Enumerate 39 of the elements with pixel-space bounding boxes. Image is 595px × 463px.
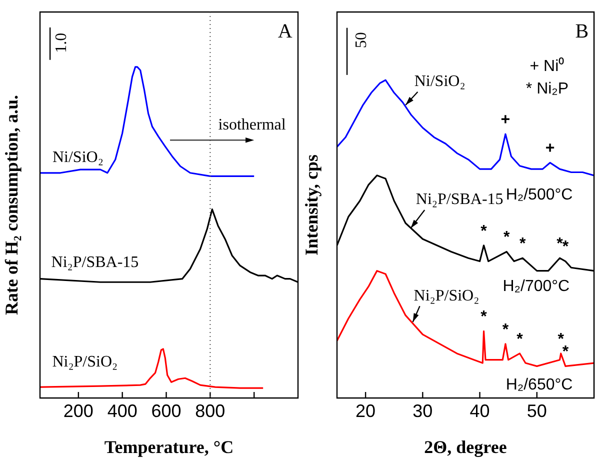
annotation: H₂/500°C [506,186,573,204]
text: 50 [353,32,370,48]
x-tick-label: 800 [195,400,226,421]
annotation: * [556,236,564,253]
annotation: isothermal [218,116,286,134]
x-axis-title: Temperature, °C [104,436,234,457]
annotation: * [562,238,570,256]
y-axis-title: Rate of H₂ consumption, a.u. [1,95,22,315]
annotation: * [516,330,524,348]
series-label: Ni/SiO₂ [52,149,104,166]
annotation: * [504,229,511,246]
x-tick-label: 400 [107,400,138,421]
x-tick-label: 40 [470,400,490,421]
annotation: H₂/650°C [506,376,573,394]
chart-title: B [575,20,589,42]
annotation: * [480,308,488,326]
series-label: Ni/SiO₂ [414,73,466,90]
x-tick-label: 200 [63,400,94,421]
annotation: * Ni₂P [526,80,569,98]
x-tick-label: 30 [412,400,433,421]
y-axis-title: Intensity, cps [301,154,322,256]
x-tick-label: 50 [526,400,547,421]
annotation: + [500,112,510,128]
x-tick-label: 20 [356,400,376,421]
text: + Ni⁰ [530,57,565,76]
annotation: H₂/700°C [502,278,570,296]
x-axis-title: 2Θ, degree [424,436,507,457]
x-tick-label: 600 [151,400,182,421]
series-label: Ni₂P/SBA-15 [416,191,504,208]
annotation: * [562,344,570,361]
annotation: + [545,140,555,158]
series-label: Ni₂P/SiO₂ [414,287,480,304]
series-label: Ni₂P/SBA-15 [51,254,139,272]
text: 1.0 [53,32,70,53]
annotation: * [519,236,526,253]
annotation: * [502,321,510,338]
annotation: * [480,222,488,240]
series-label: Ni₂P/SiO₂ [52,353,118,370]
chart-title: A [278,20,293,42]
